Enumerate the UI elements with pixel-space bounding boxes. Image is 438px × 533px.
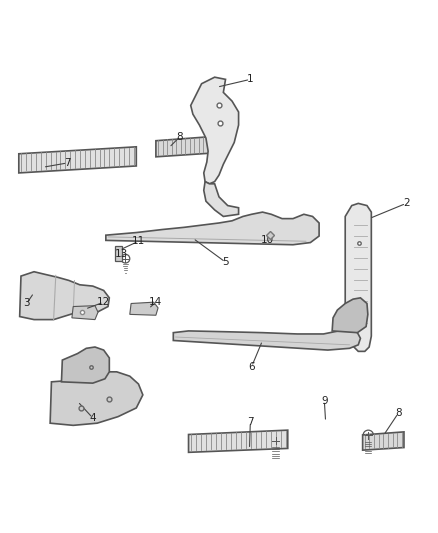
Polygon shape: [332, 298, 368, 333]
Polygon shape: [188, 430, 288, 453]
Text: 12: 12: [97, 297, 110, 307]
Polygon shape: [156, 136, 215, 157]
Polygon shape: [130, 302, 158, 315]
Text: 2: 2: [403, 198, 410, 208]
Polygon shape: [19, 147, 136, 173]
Text: 14: 14: [149, 297, 162, 307]
Text: 8: 8: [395, 408, 402, 418]
Text: 9: 9: [321, 395, 328, 406]
Polygon shape: [20, 272, 110, 320]
Polygon shape: [363, 432, 404, 450]
Text: 11: 11: [132, 236, 145, 246]
Polygon shape: [116, 246, 122, 261]
Polygon shape: [106, 212, 319, 245]
Text: 6: 6: [248, 361, 255, 372]
Text: 8: 8: [177, 132, 183, 142]
Text: 10: 10: [261, 235, 274, 245]
Polygon shape: [345, 204, 371, 351]
Text: 4: 4: [89, 413, 96, 423]
Polygon shape: [204, 182, 239, 216]
Text: 13: 13: [114, 249, 128, 260]
Polygon shape: [50, 372, 143, 425]
Polygon shape: [61, 347, 110, 383]
Polygon shape: [191, 77, 239, 184]
Text: 5: 5: [222, 257, 229, 267]
Polygon shape: [72, 305, 98, 320]
Text: 7: 7: [247, 417, 254, 427]
Text: 3: 3: [23, 298, 30, 309]
Polygon shape: [173, 329, 360, 350]
Text: 1: 1: [247, 75, 254, 84]
Text: 7: 7: [64, 158, 71, 168]
